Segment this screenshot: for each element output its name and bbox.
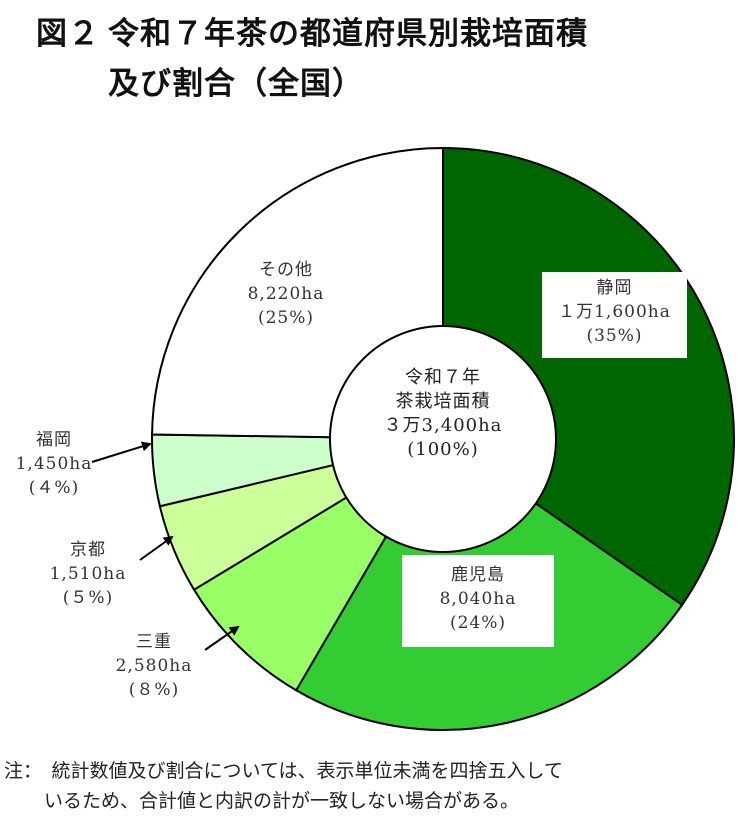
figure-number: 図２ bbox=[36, 16, 100, 52]
label-kagoshima-pct: (24%) bbox=[449, 613, 507, 633]
label-kyoto-value: 1,510ha bbox=[49, 564, 127, 584]
label-kyoto: 京都 1,510ha (５%) bbox=[38, 538, 138, 610]
chart-title-line1: 令和７年茶の都道府県別栽培面積 bbox=[108, 16, 588, 52]
kyoto-arrow bbox=[139, 535, 174, 561]
label-other-value: 8,220ha bbox=[247, 284, 325, 304]
center-label-total: ３万3,400ha bbox=[383, 415, 503, 436]
slice-0 bbox=[442, 146, 735, 607]
footnote-line1: 注： 統計数値及び割合については、表示単位未満を四捨五入して bbox=[4, 760, 563, 782]
label-fukuoka-pct: (４%) bbox=[28, 478, 80, 498]
label-shizuoka-name: 静岡 bbox=[596, 278, 633, 298]
center-label-pct: (100%) bbox=[407, 439, 479, 460]
label-mie-name: 三重 bbox=[136, 632, 172, 652]
label-shizuoka-value: １万1,600ha bbox=[558, 302, 671, 322]
label-other-pct: (25%) bbox=[257, 308, 315, 328]
label-kyoto-name: 京都 bbox=[70, 540, 106, 560]
label-mie-pct: (８%) bbox=[128, 680, 180, 700]
chart-title-line2: 及び割合（全国） bbox=[108, 66, 364, 102]
label-kagoshima-value: 8,040ha bbox=[439, 589, 517, 609]
label-kagoshima-name: 鹿児島 bbox=[451, 565, 505, 585]
footnote-line2: いるため、合計値と内訳の計が一致しない場合がある。 bbox=[44, 790, 520, 812]
label-other: その他 8,220ha (25%) bbox=[226, 258, 346, 330]
label-mie-value: 2,580ha bbox=[115, 656, 193, 676]
label-mie: 三重 2,580ha (８%) bbox=[104, 630, 204, 702]
center-label-year: 令和７年 bbox=[405, 367, 481, 388]
label-other-name: その他 bbox=[259, 260, 313, 280]
fukuoka-arrow bbox=[91, 441, 152, 463]
label-kyoto-pct: (５%) bbox=[62, 588, 114, 608]
donut-hole bbox=[329, 325, 557, 553]
mie-arrow bbox=[204, 625, 240, 651]
label-shizuoka-pct: (35%) bbox=[586, 326, 643, 346]
center-label-title: 茶栽培面積 bbox=[395, 391, 491, 412]
label-fukuoka-value: 1,450ha bbox=[15, 454, 93, 474]
label-fukuoka-name: 福岡 bbox=[36, 430, 72, 450]
label-kagoshima: 鹿児島 8,040ha (24%) bbox=[402, 555, 554, 647]
label-shizuoka: 静岡 １万1,600ha (35%) bbox=[542, 272, 687, 358]
label-fukuoka: 福岡 1,450ha (４%) bbox=[4, 428, 104, 500]
center-label: 令和７年 茶栽培面積 ３万3,400ha (100%) bbox=[363, 366, 523, 462]
